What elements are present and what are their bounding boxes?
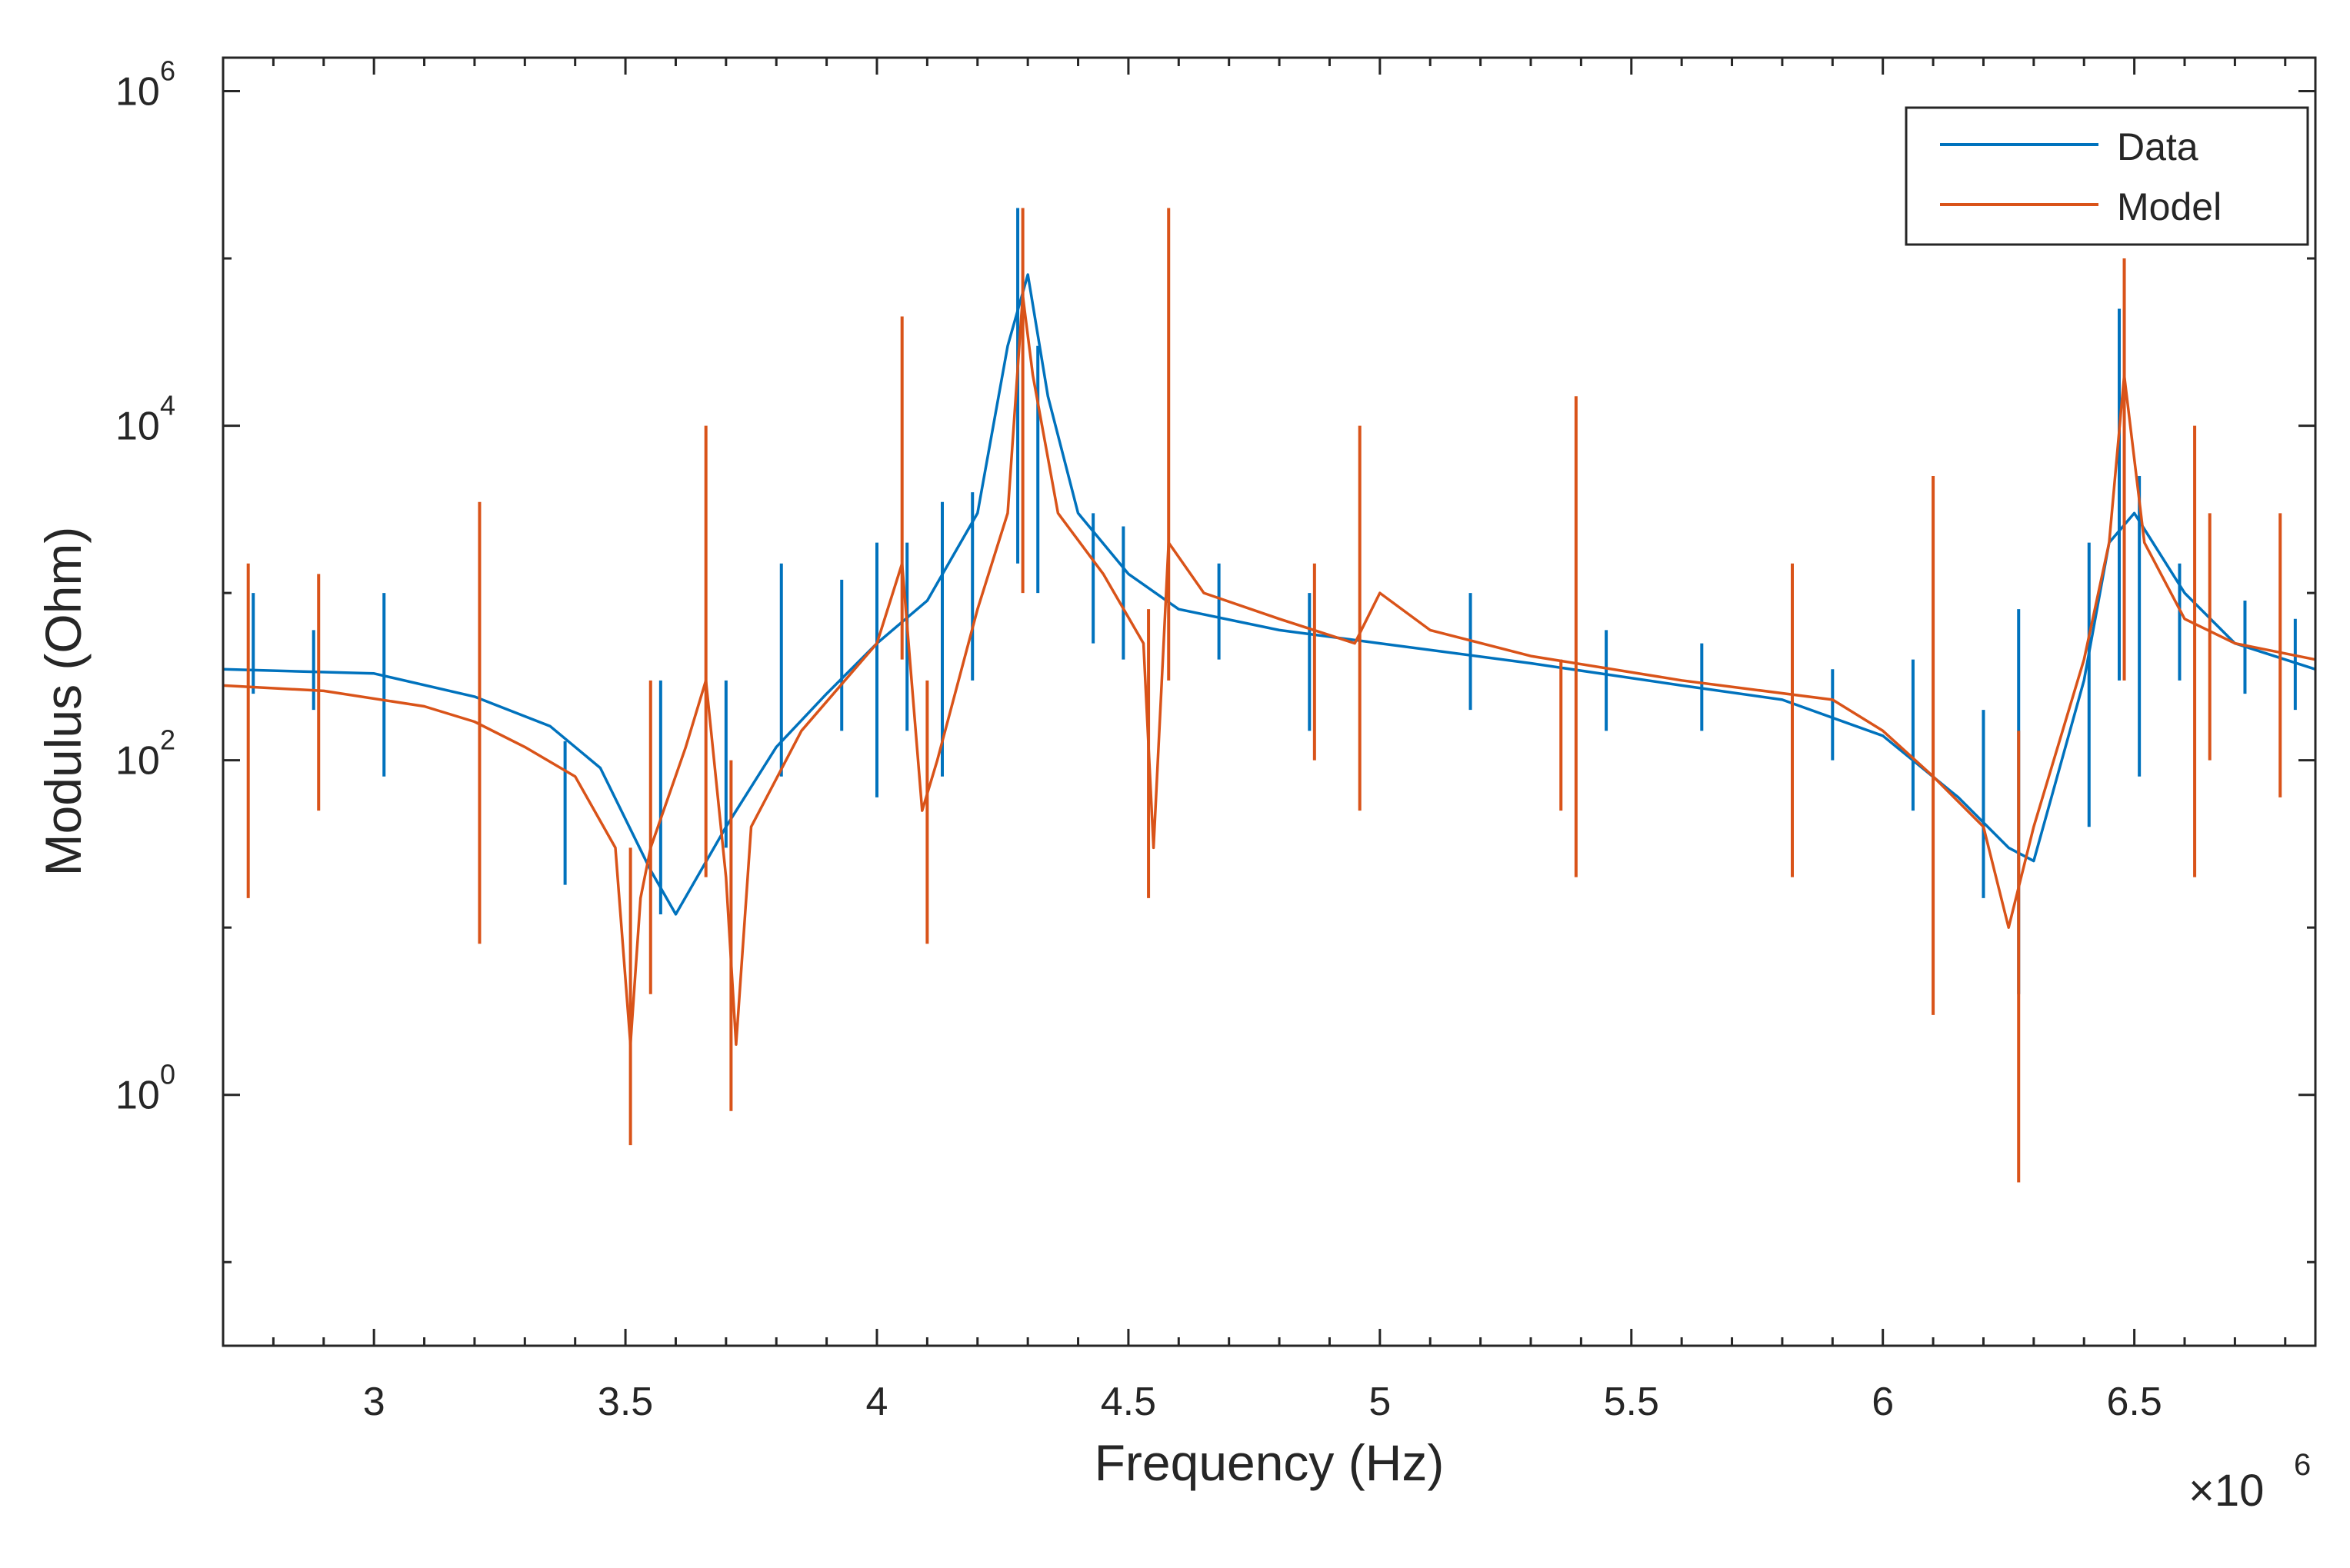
legend-label-data: Data	[2117, 125, 2198, 168]
x-multiplier-base: ×10	[2188, 1466, 2264, 1516]
y-tick-base: 10	[115, 404, 160, 449]
y-tick-exponent: 0	[160, 1059, 175, 1090]
y-tick-exponent: 6	[160, 55, 175, 87]
y-tick-exponent: 4	[160, 390, 175, 421]
series-layer	[222, 208, 2316, 1183]
series-line-data	[222, 273, 2316, 916]
x-multiplier: ×10 6	[2188, 1448, 2311, 1516]
series-model	[222, 208, 2316, 1183]
x-tick-label: 5.5	[1604, 1380, 1659, 1424]
x-tick-label: 3	[363, 1380, 385, 1424]
series-line-model	[222, 294, 2316, 1046]
x-axis-label: Frequency (Hz)	[1095, 1434, 1445, 1491]
y-tick-label: 10 0	[115, 1059, 175, 1118]
y-tick-base: 10	[115, 1074, 160, 1118]
x-tick-label: 4	[866, 1380, 888, 1424]
axis-ticks	[223, 58, 2315, 1346]
plot-frame	[222, 56, 2317, 1347]
y-tick-label: 10 4	[115, 390, 175, 449]
plot-area	[223, 58, 2315, 1346]
y-axis-label: Modulus (Ohm)	[35, 527, 92, 877]
x-tick-label: 6	[1872, 1380, 1894, 1424]
x-tick-label: 3.5	[598, 1380, 653, 1424]
x-tick-label: 4.5	[1101, 1380, 1156, 1424]
legend: Data Model	[1905, 106, 2309, 246]
y-tick-base: 10	[115, 70, 160, 115]
y-tick-label: 10 2	[115, 724, 175, 784]
y-tick-base: 10	[115, 739, 160, 784]
series-data	[222, 208, 2316, 994]
y-tick-label: 10 6	[115, 55, 175, 115]
legend-label-model: Model	[2117, 185, 2222, 228]
x-tick-label: 6.5	[2106, 1380, 2162, 1424]
x-multiplier-exponent: 6	[2294, 1448, 2311, 1482]
legend-box	[1905, 106, 2309, 246]
y-tick-exponent: 2	[160, 724, 175, 756]
x-tick-label: 5	[1368, 1380, 1391, 1424]
